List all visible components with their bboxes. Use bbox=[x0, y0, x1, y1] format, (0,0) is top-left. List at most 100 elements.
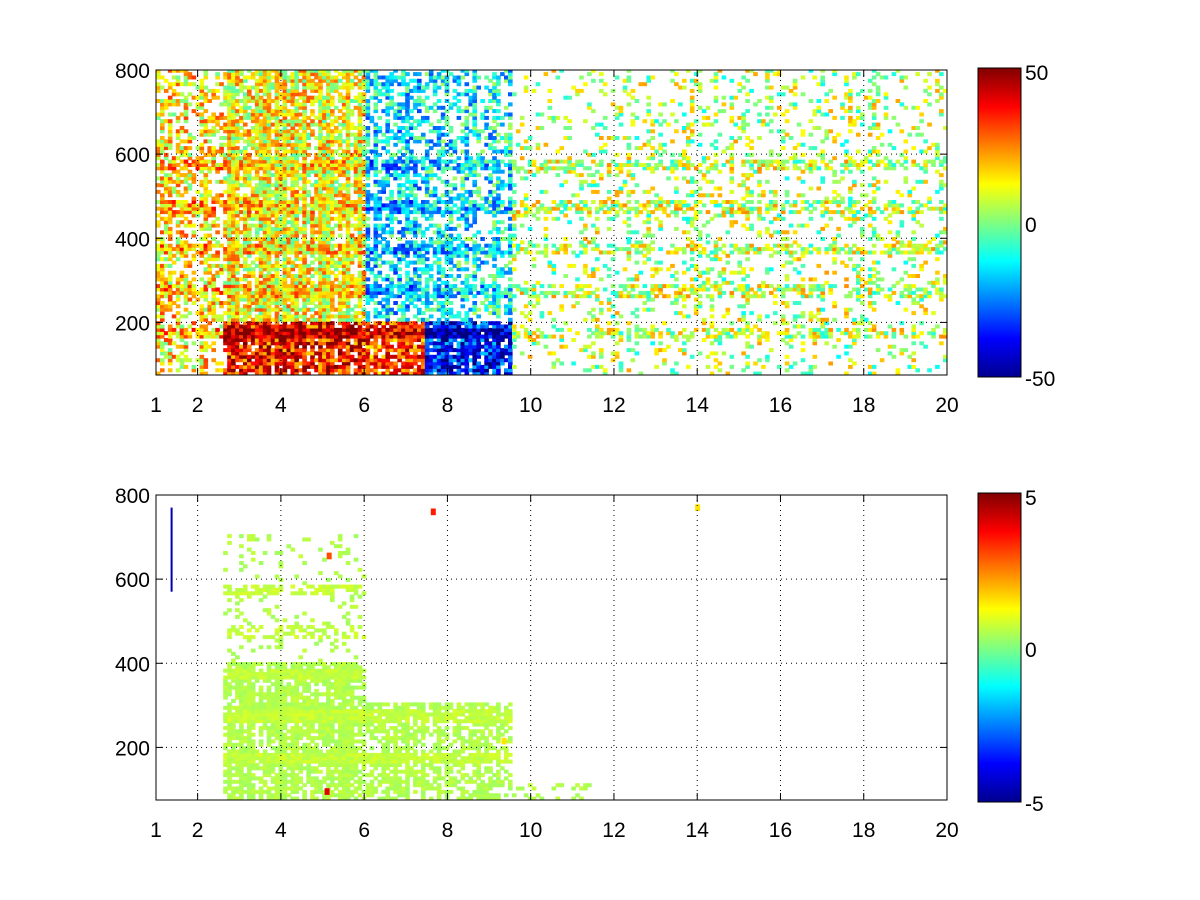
top-heatmap-cell bbox=[262, 142, 268, 147]
top-heatmap-cell bbox=[302, 263, 307, 268]
top-heatmap-cell bbox=[341, 301, 347, 305]
top-heatmap-cell bbox=[243, 364, 248, 369]
top-heatmap-cell bbox=[302, 361, 307, 366]
top-heatmap-cell bbox=[278, 216, 284, 221]
top-heatmap-cell bbox=[266, 334, 272, 339]
top-heatmap-cell bbox=[156, 85, 161, 90]
top-heatmap-cell bbox=[160, 85, 165, 90]
top-heatmap-cell bbox=[456, 253, 462, 258]
top-heatmap-cell bbox=[266, 364, 272, 369]
top-heatmap-cell bbox=[341, 344, 347, 349]
top-heatmap-cell bbox=[424, 358, 430, 363]
top-heatmap-cell bbox=[207, 146, 212, 151]
top-heatmap-cell bbox=[314, 324, 319, 329]
top-heatmap-cell bbox=[183, 72, 189, 77]
top-heatmap-cell bbox=[409, 287, 414, 292]
top-heatmap-cell bbox=[377, 348, 383, 353]
top-heatmap-cell bbox=[337, 311, 343, 316]
top-heatmap-cell bbox=[440, 243, 446, 248]
top-heatmap-cell bbox=[156, 88, 161, 93]
top-heatmap-cell bbox=[302, 129, 307, 134]
top-heatmap-cell bbox=[409, 321, 414, 326]
top-heatmap-cell bbox=[175, 240, 181, 245]
top-heatmap-cell bbox=[207, 253, 212, 258]
top-heatmap-cell bbox=[290, 280, 296, 285]
top-heatmap-cell bbox=[361, 85, 367, 90]
top-heatmap-cell bbox=[282, 193, 288, 198]
top-heatmap-cell bbox=[373, 216, 379, 221]
top-heatmap-cell bbox=[341, 287, 347, 292]
top-heatmap-cell bbox=[231, 274, 236, 278]
top-heatmap-cell bbox=[409, 226, 414, 231]
top-heatmap-cell bbox=[337, 290, 343, 295]
top-heatmap-cell bbox=[334, 115, 339, 120]
top-heatmap-cell bbox=[322, 364, 327, 369]
top-heatmap-cell bbox=[298, 324, 303, 329]
top-heatmap-cell bbox=[266, 284, 272, 289]
top-heatmap-cell bbox=[349, 156, 355, 161]
top-heatmap-cell bbox=[183, 294, 189, 299]
top-heatmap-cell bbox=[401, 173, 406, 178]
top-heatmap-cell bbox=[401, 351, 406, 356]
top-heatmap-cell bbox=[262, 284, 268, 289]
top-heatmap-cell bbox=[258, 200, 264, 204]
top-heatmap-cell bbox=[337, 368, 343, 373]
top-heatmap-cell bbox=[227, 287, 232, 292]
top-heatmap-cell bbox=[472, 169, 477, 174]
top-heatmap-cell bbox=[389, 324, 394, 329]
top-heatmap-cell bbox=[219, 314, 224, 319]
top-heatmap-cell bbox=[318, 70, 323, 73]
top-heatmap-cell bbox=[472, 348, 477, 353]
top-heatmap-cell bbox=[424, 341, 430, 346]
top-heatmap-cell bbox=[345, 193, 351, 198]
top-heatmap-cell bbox=[262, 146, 268, 151]
top-heatmap-cell bbox=[409, 364, 414, 369]
top-heatmap-cell bbox=[243, 223, 248, 228]
top-heatmap-cell bbox=[262, 206, 268, 211]
top-heatmap-cell bbox=[270, 237, 276, 241]
top-heatmap-cell bbox=[302, 307, 307, 312]
top-heatmap-cell bbox=[401, 105, 406, 110]
top-heatmap-cell bbox=[266, 311, 272, 316]
top-heatmap-cell bbox=[428, 166, 434, 171]
top-heatmap-cell bbox=[160, 146, 165, 151]
top-heatmap-cell bbox=[448, 338, 454, 342]
top-heatmap-cell bbox=[345, 70, 351, 73]
top-heatmap-cell bbox=[413, 247, 418, 252]
top-heatmap-cell bbox=[424, 119, 430, 124]
top-heatmap-cell bbox=[472, 338, 477, 342]
top-heatmap-cell bbox=[440, 159, 446, 164]
top-heatmap-cell bbox=[235, 240, 240, 245]
top-heatmap-cell bbox=[322, 351, 327, 356]
top-heatmap-cell bbox=[298, 230, 303, 235]
top-heatmap-cell bbox=[365, 88, 371, 93]
top-heatmap-cell bbox=[266, 321, 272, 326]
top-heatmap-cell bbox=[409, 338, 414, 342]
top-heatmap-cell bbox=[191, 223, 197, 228]
top-heatmap-cell bbox=[424, 317, 430, 322]
top-heatmap-cell bbox=[227, 183, 232, 188]
top-heatmap-cell bbox=[310, 163, 315, 167]
top-heatmap-cell bbox=[464, 321, 470, 326]
top-heatmap-cell bbox=[357, 193, 363, 198]
top-heatmap-cell bbox=[250, 112, 256, 117]
top-heatmap-cell bbox=[306, 277, 311, 282]
top-heatmap-cell bbox=[405, 247, 410, 252]
top-heatmap-cell bbox=[274, 126, 280, 130]
top-heatmap-cell bbox=[472, 274, 477, 278]
top-heatmap-cell bbox=[258, 82, 264, 87]
top-heatmap-cell bbox=[160, 200, 165, 204]
top-heatmap-cell bbox=[322, 176, 327, 181]
top-heatmap-cell bbox=[310, 88, 315, 93]
top-heatmap-cell bbox=[247, 105, 252, 110]
top-heatmap-cell bbox=[345, 220, 351, 225]
top-heatmap-cell bbox=[385, 364, 390, 369]
top-heatmap-cell bbox=[409, 247, 414, 252]
top-heatmap-cell bbox=[163, 152, 169, 157]
top-heatmap-cell bbox=[243, 220, 248, 225]
top-heatmap-cell bbox=[330, 348, 335, 353]
top-heatmap-cell bbox=[424, 361, 430, 366]
top-heatmap-cell bbox=[247, 307, 252, 312]
top-heatmap-cell bbox=[239, 324, 244, 329]
top-heatmap-cell bbox=[444, 331, 450, 336]
